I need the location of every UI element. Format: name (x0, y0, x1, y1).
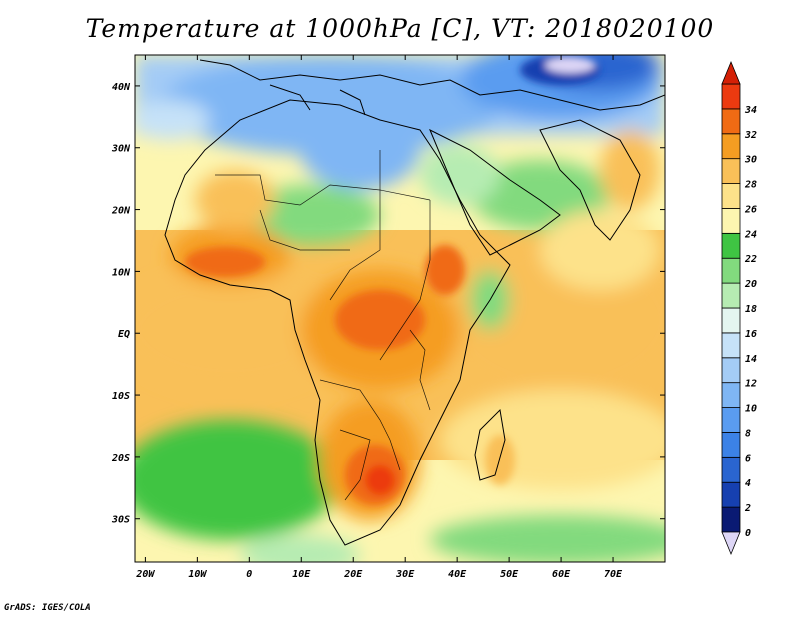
colorbar-label: 16 (745, 329, 757, 340)
lat-tick-label: 10S (112, 391, 130, 402)
lon-tick-label: 10E (292, 569, 311, 580)
colorbar-label: 10 (745, 404, 757, 415)
colorbar-swatch (721, 183, 741, 209)
axis-ticks: 20W 10W 0 10E 20E 30E 40E 50E 60E 70E 40N 30N 20N 10N… (111, 55, 665, 580)
colorbar-swatch (721, 407, 741, 433)
lon-tick-label: 0 (246, 569, 252, 580)
lat-tick-label: 40N (112, 82, 131, 93)
colorbar-label: 20 (744, 279, 757, 290)
colorbar-swatch (721, 432, 741, 458)
colorbar-label: 30 (744, 155, 757, 166)
colorbar-swatch (721, 282, 741, 309)
lon-tick-label: 50E (500, 569, 519, 580)
plot-frame (134, 54, 666, 563)
colorbar-swatch (721, 158, 741, 184)
colorbar-swatch (721, 232, 741, 259)
lon-tick-label: 10W (188, 569, 207, 580)
colorbar-swatch (721, 456, 741, 483)
map-title: Temperature at 1000hPa [C], VT: 20180201… (85, 14, 715, 43)
lon-tick-label: 30E (395, 569, 415, 580)
colorbar-swatch (721, 108, 741, 135)
colorbar-label: 6 (745, 453, 751, 464)
lat-tick-label: 10N (112, 267, 131, 278)
colorbar-swatch (721, 506, 741, 533)
colorbar-label: 18 (745, 304, 757, 315)
colorbar-label: 26 (744, 204, 757, 215)
colorbar-swatch (721, 307, 741, 334)
lon-tick-label: 60E (552, 569, 571, 580)
lon-tick-label: 70E (604, 569, 623, 580)
lat-tick-label: 20S (111, 453, 130, 464)
colorbar-swatch (721, 382, 741, 408)
lat-tick-label: 30N (111, 144, 131, 155)
grads-credit: GrADS: IGES/COLA (4, 603, 91, 613)
colorbar-label: 0 (745, 528, 751, 539)
lat-tick-label: 30S (111, 515, 130, 526)
colorbar-label: 4 (745, 478, 751, 489)
colorbar-swatch (721, 257, 741, 284)
colorbar-label: 12 (745, 379, 757, 390)
colorbar-label: 22 (744, 254, 757, 265)
colorbar-label: 2 (744, 503, 751, 514)
colorbar-label: 14 (745, 354, 757, 365)
colorbar-swatch (721, 83, 741, 110)
colorbar-label: 8 (745, 428, 751, 439)
lat-tick-label: EQ (118, 329, 130, 340)
coastline (164, 59, 665, 546)
colorbar-swatch (721, 133, 741, 160)
temperature-field (135, 55, 665, 562)
lon-tick-label: 40E (448, 569, 467, 580)
colorbar-swatch (721, 208, 741, 234)
colorbar-label: 34 (744, 105, 757, 116)
colorbar-under-triangle (721, 531, 741, 556)
colorbar-swatch (721, 332, 741, 359)
colorbar-over-triangle (721, 60, 741, 85)
lon-tick-label: 20E (343, 569, 363, 580)
colorbar-swatch (721, 357, 741, 384)
colorbar-swatch (721, 481, 741, 508)
colorbar-label: 32 (744, 130, 757, 141)
colorbar-label: 28 (744, 180, 757, 191)
colorbar-label: 24 (744, 229, 757, 240)
lon-tick-label: 20W (135, 569, 155, 580)
lat-tick-label: 20N (111, 206, 131, 217)
